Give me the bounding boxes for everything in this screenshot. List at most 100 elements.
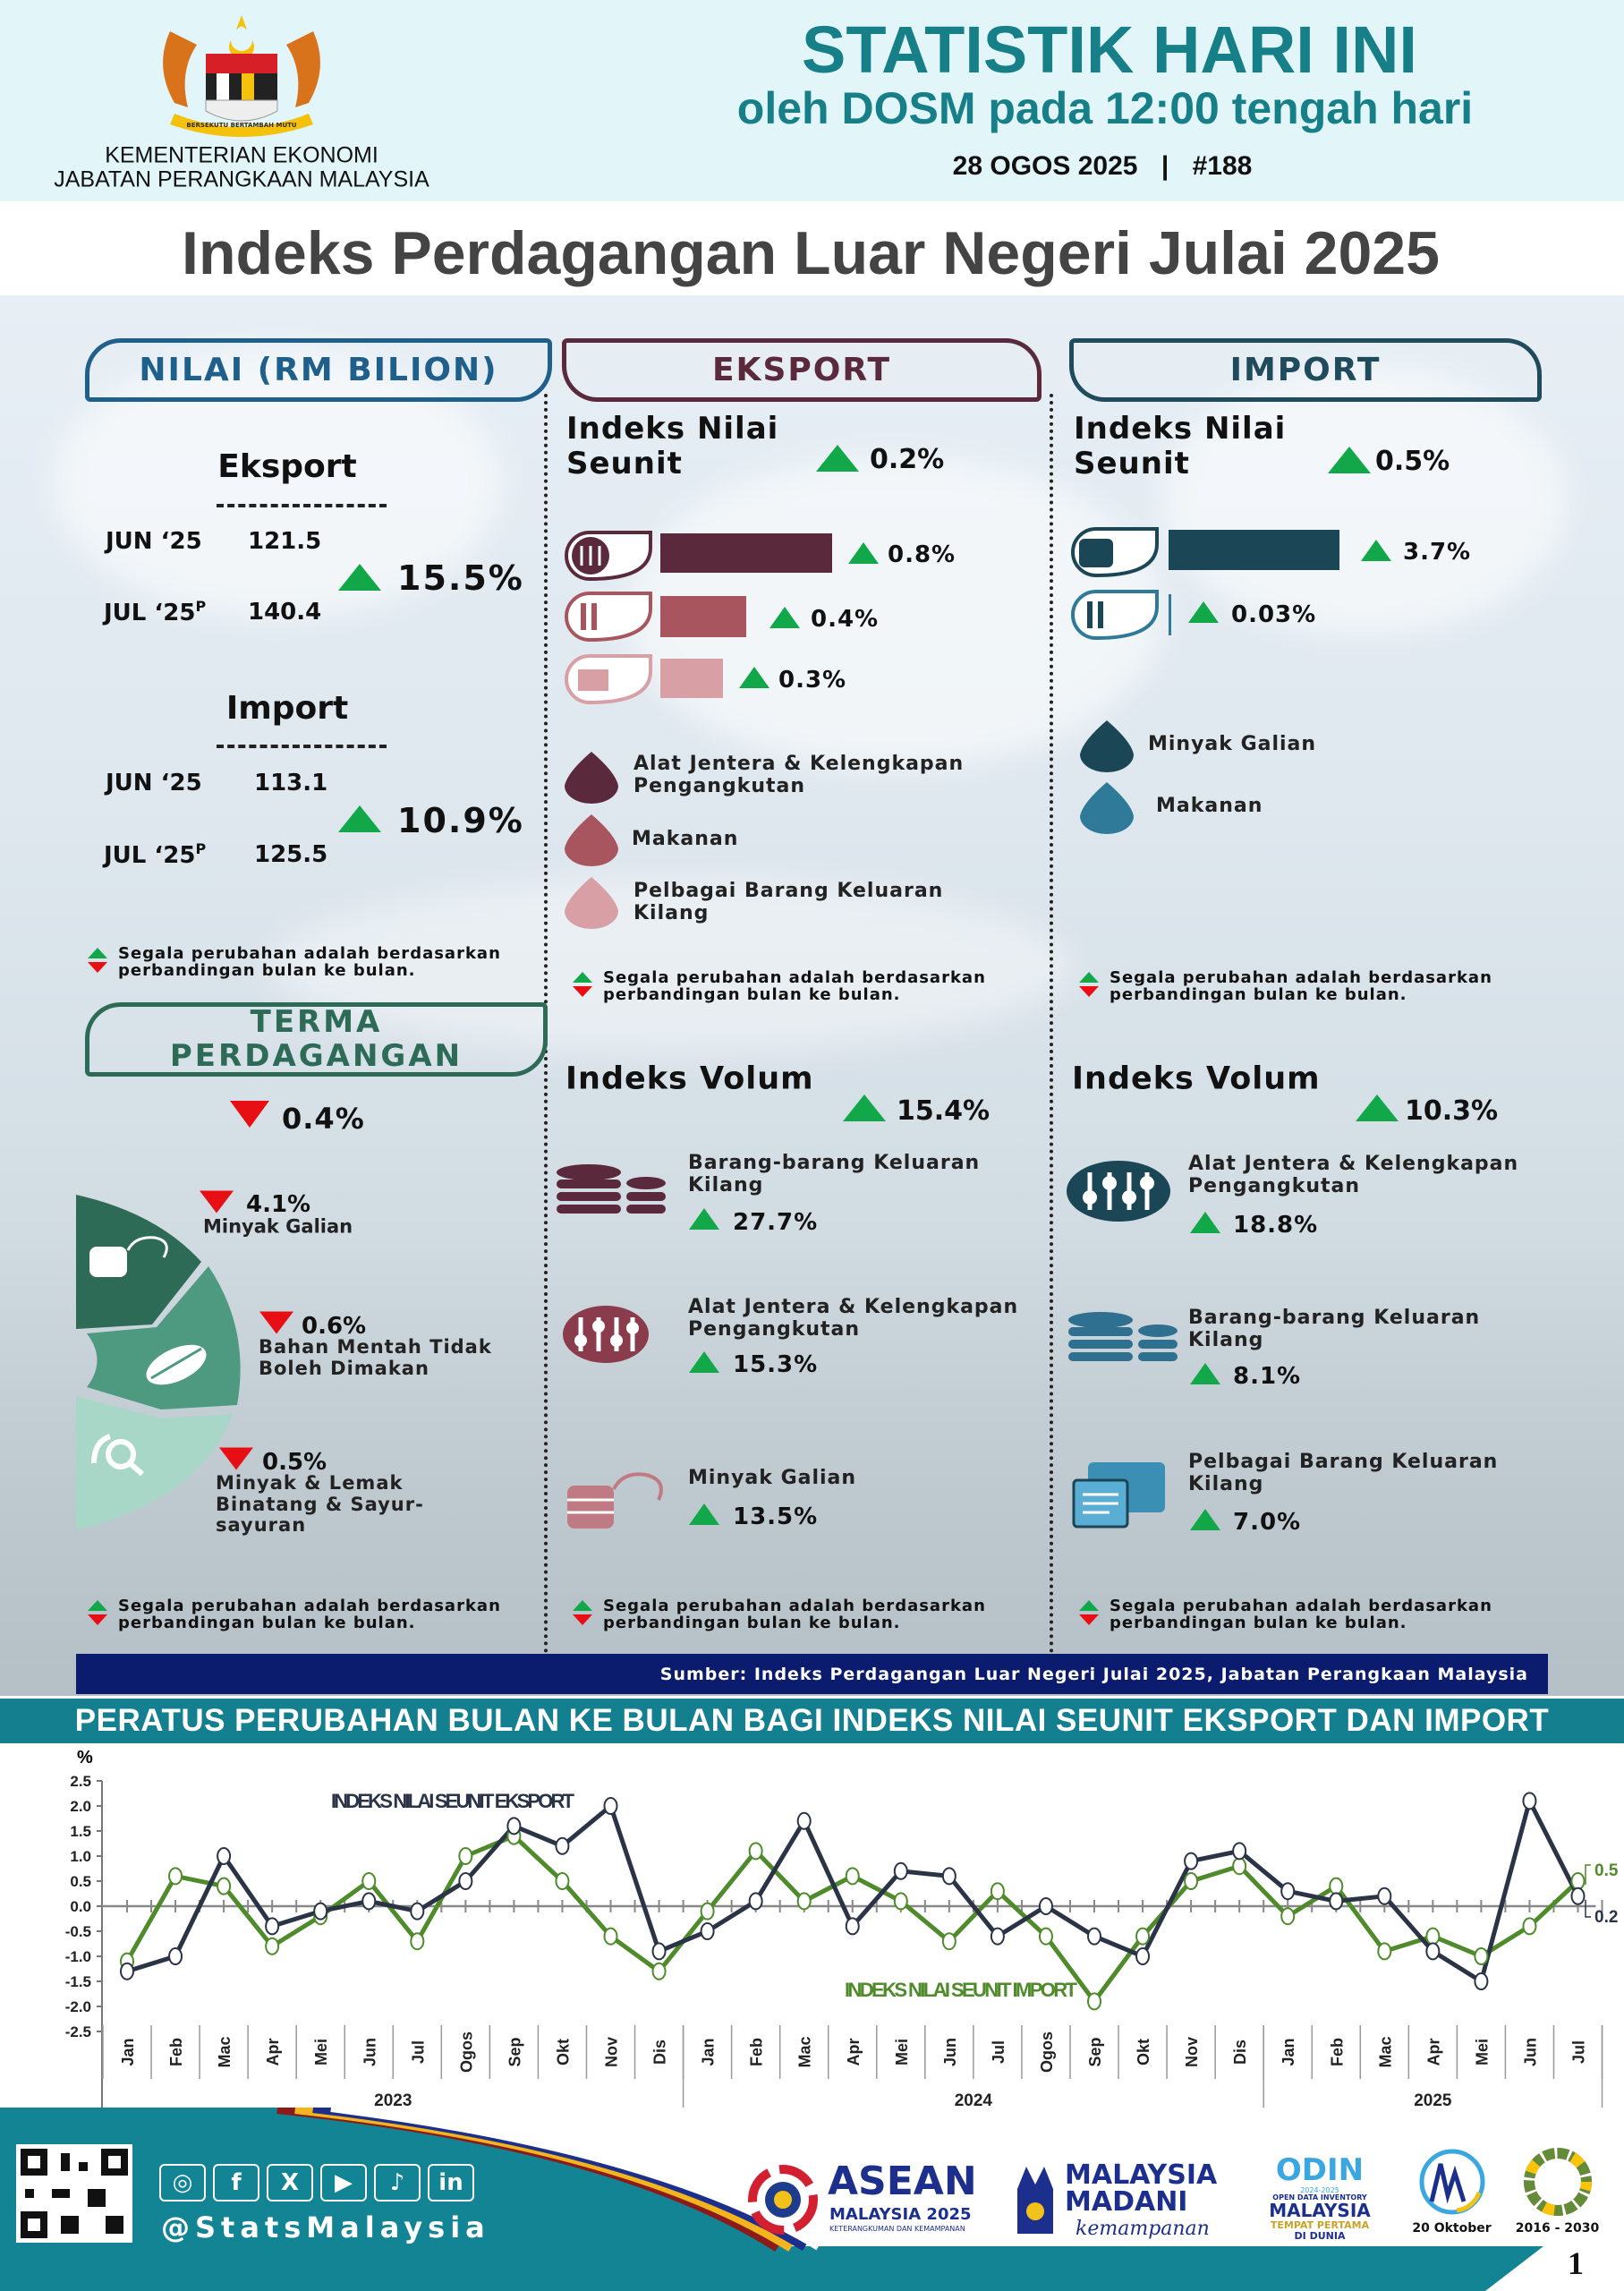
data-point-import xyxy=(748,1842,763,1861)
legend-label: Makanan xyxy=(1156,795,1263,817)
eksport-curr-label: JUL ‘25P xyxy=(104,600,206,625)
logo-text: kemampanan xyxy=(1076,2218,1210,2240)
food-icon xyxy=(1071,590,1159,641)
data-point-import xyxy=(1522,1917,1537,1936)
data-point-import xyxy=(1425,1927,1441,1946)
linkedin-icon[interactable]: in xyxy=(428,2164,474,2202)
import-change: 10.9% xyxy=(397,801,524,840)
up-down-arrows-icon xyxy=(88,1600,107,1625)
data-point-export xyxy=(1280,1882,1296,1901)
terma-item-value: 4.1% xyxy=(246,1191,311,1218)
data-point-import xyxy=(1474,1947,1489,1965)
import-value-label: Import xyxy=(225,690,349,727)
x-tick-label: Mei xyxy=(893,2039,911,2065)
data-point-export xyxy=(1377,1886,1392,1905)
logo-text: 2024-2025 xyxy=(1300,2185,1339,2194)
series-label-import: INDEKS NILAI SEUNIT IMPORT xyxy=(845,1979,1078,2001)
data-point-import xyxy=(603,1927,618,1946)
eksport-unit-value-title: Indeks Nilai Seunit xyxy=(566,411,779,481)
line-chart: % 2.5 2.0 1.5 1.0 0.5 0.0 -0.5 -1.0 -1.5 -2.0 -2.5 J… xyxy=(65,1748,1619,2112)
note-line: perbandingan bulan ke bulan. xyxy=(118,960,416,980)
import-curr-label: JUL ‘25P xyxy=(104,842,206,867)
label-line: Barang-barang Keluaran xyxy=(1188,1307,1481,1329)
bar-value: 0.8% xyxy=(888,541,957,568)
label-line: Boleh Dimakan xyxy=(259,1357,429,1379)
data-point-import xyxy=(1377,1942,1392,1961)
logo-text: TEMPAT PERTAMA xyxy=(1270,2219,1370,2232)
terma-overall: 0.4% xyxy=(282,1102,365,1136)
eksport-volume-title: Indeks Volum xyxy=(565,1060,814,1097)
change-note: Segala perubahan adalah berdasarkan perba… xyxy=(88,1597,501,1632)
month-label: JUL ‘25 xyxy=(104,599,196,626)
eksport-curr-value: 140.4 xyxy=(248,599,322,626)
data-point-import xyxy=(1184,1872,1199,1890)
data-point-import xyxy=(265,1937,280,1955)
end-label-import: 0.5 xyxy=(1594,1861,1619,1880)
volume-item-label: Minyak Galian xyxy=(688,1467,857,1489)
data-point-export xyxy=(1232,1842,1247,1861)
eksport-prev-label: JUN ‘25 xyxy=(106,528,202,555)
data-point-export xyxy=(1329,1892,1344,1911)
import-prev-label: JUN ‘25 xyxy=(106,770,202,796)
instagram-icon[interactable]: ◎ xyxy=(159,2164,206,2202)
terma-item-label: Bahan Mentah Tidak Boleh Dimakan xyxy=(259,1336,492,1379)
bar-value: 3.7% xyxy=(1403,539,1472,566)
data-point-import xyxy=(410,1932,425,1951)
bar-value: 0.03% xyxy=(1231,601,1317,628)
month-label: JUL ‘25 xyxy=(104,841,196,869)
data-point-import xyxy=(1280,1907,1296,1926)
issue-number: #188 xyxy=(1192,151,1253,181)
clipboard-icon xyxy=(1072,1462,1165,1529)
change-note: Segala perubahan adalah berdasarkan perba… xyxy=(1079,1597,1492,1632)
title-line: Seunit xyxy=(1074,446,1190,482)
x-icon[interactable]: X xyxy=(267,2164,313,2202)
title-line: Indeks Nilai xyxy=(566,411,779,447)
legend-drop-icon xyxy=(1080,720,1134,772)
qr-code[interactable] xyxy=(16,2143,132,2244)
oil-barrel-pump-icon xyxy=(567,1472,663,1529)
social-handle[interactable]: @StatsMalaysia xyxy=(161,2210,490,2244)
logo-text: KETERANGKUMAN DAN KEMAMPANAN xyxy=(829,2225,965,2233)
note-line: Segala perubahan adalah berdasarkan xyxy=(1110,968,1492,987)
up-arrow-icon xyxy=(338,564,381,591)
up-arrow-icon xyxy=(689,1208,719,1230)
label-line: Alat Jentera & Kelengkapan xyxy=(633,753,965,775)
x-tick-label: Apr xyxy=(1424,2039,1442,2066)
down-arrow-icon xyxy=(219,1447,253,1470)
x-tick-label: Mei xyxy=(1473,2039,1491,2065)
label-line: Pelbagai Barang Keluaran xyxy=(633,880,944,902)
sdg-logo: 2016 - 2030 xyxy=(1510,2146,1604,2244)
logo-text: ASEAN xyxy=(828,2159,977,2204)
import-heading: IMPORT xyxy=(1069,338,1542,402)
facebook-icon[interactable]: f xyxy=(213,2164,259,2202)
tiktok-icon[interactable]: ♪ xyxy=(374,2164,421,2202)
food-icon xyxy=(565,592,652,643)
x-tick-label: Nov xyxy=(1183,2037,1201,2067)
label-line: sayuran xyxy=(216,1514,307,1537)
note-line: perbandingan bulan ke bulan. xyxy=(118,1613,416,1632)
logo-text: MALAYSIA xyxy=(1065,2159,1218,2191)
statistics-day-emblem-icon xyxy=(1419,2149,1484,2215)
youtube-icon[interactable]: ▶ xyxy=(320,2164,367,2202)
data-point-import xyxy=(796,1892,812,1911)
x-tick-label: Dis xyxy=(651,2040,669,2065)
label-line: Pengangkutan xyxy=(1188,1174,1361,1197)
label-line: Alat Jentera & Kelengkapan xyxy=(688,1296,1019,1318)
data-point-import xyxy=(168,1867,183,1886)
statistics-day-logo: 20 Oktober xyxy=(1405,2146,1499,2244)
up-arrow-icon xyxy=(1361,540,1391,561)
x-tick-label: Dis xyxy=(1231,2040,1249,2065)
x-tick-label: Sep xyxy=(506,2037,523,2066)
up-arrow-icon xyxy=(689,1503,719,1525)
data-point-export xyxy=(168,1947,183,1965)
down-arrow-icon xyxy=(230,1101,269,1128)
up-down-arrows-icon xyxy=(573,972,592,997)
eksport-bar-manufactured xyxy=(660,659,723,698)
up-down-arrows-icon xyxy=(1079,1600,1099,1625)
dashed-divider xyxy=(217,745,387,748)
note-line: perbandingan bulan ke bulan. xyxy=(1110,984,1407,1004)
note-line: Segala perubahan adalah berdasarkan xyxy=(118,944,501,963)
data-point-export xyxy=(990,1927,1005,1946)
legend-drop-icon xyxy=(565,877,618,929)
provisional-mark: P xyxy=(195,598,207,616)
